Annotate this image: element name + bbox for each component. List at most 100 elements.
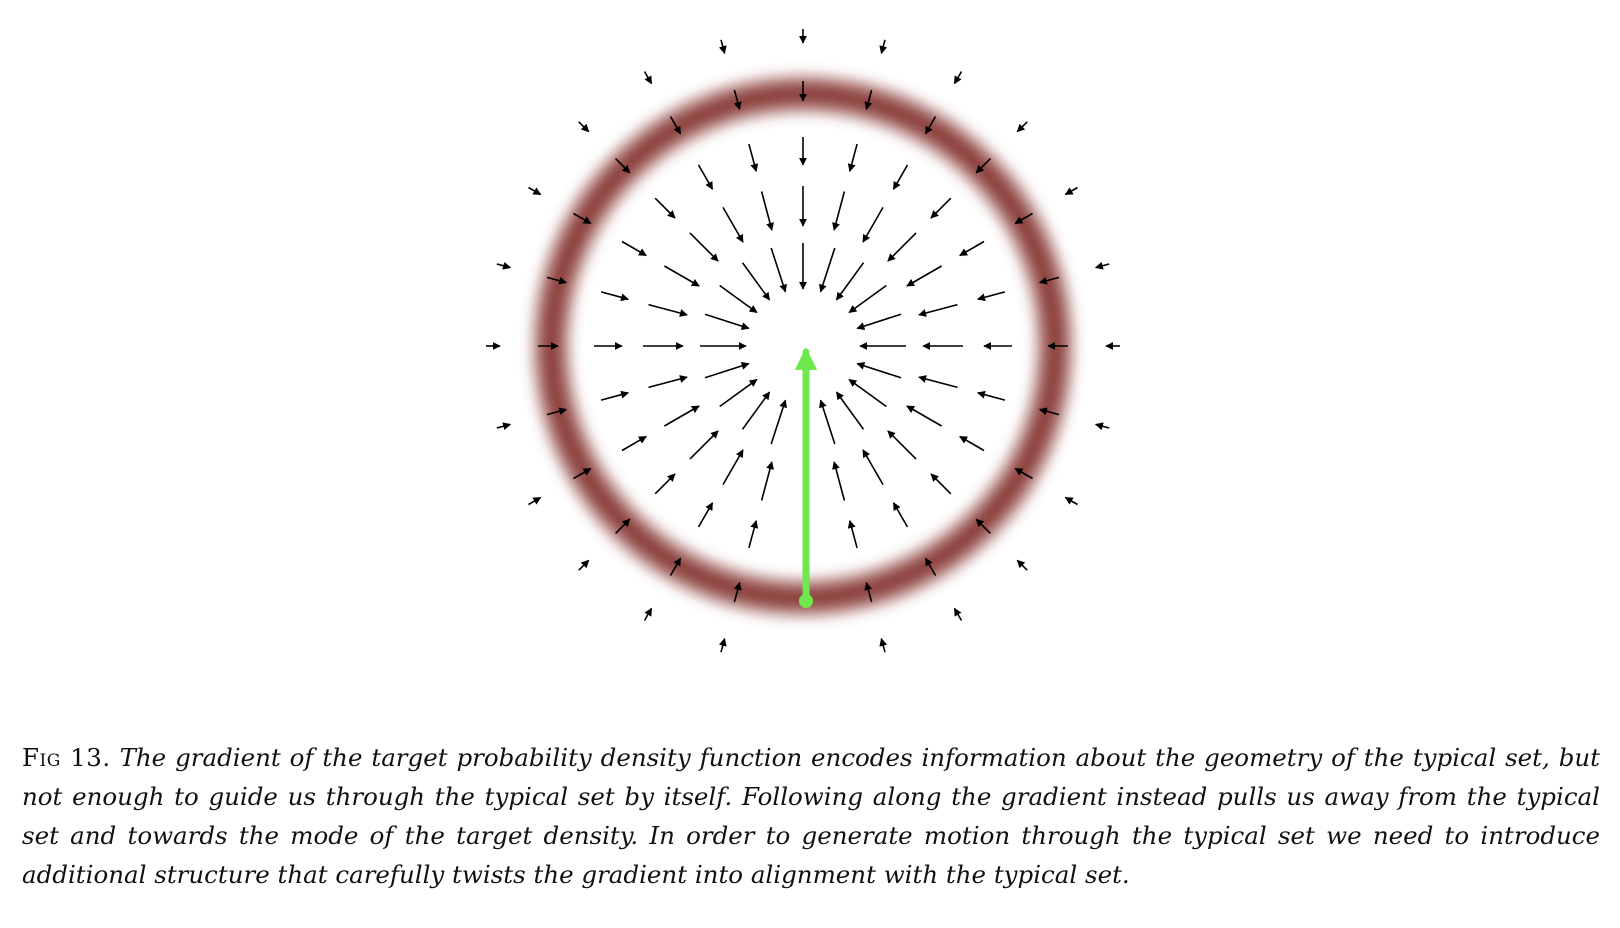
caption-text: The gradient of the target probability d… bbox=[22, 743, 1600, 889]
gradient-arrow bbox=[879, 637, 888, 653]
gradient-arrow bbox=[959, 240, 985, 257]
gradient-arrow bbox=[621, 435, 647, 452]
gradient-arrow bbox=[930, 197, 952, 219]
gradient-arrow bbox=[689, 232, 719, 262]
gradient-arrow bbox=[697, 502, 714, 528]
gradient-arrow bbox=[924, 557, 937, 576]
gradient-arrow bbox=[648, 375, 688, 389]
gradient-arrow bbox=[722, 449, 744, 485]
gradient-arrow bbox=[689, 430, 719, 460]
gradient-arrow bbox=[924, 116, 937, 135]
gradient-arrow bbox=[879, 39, 888, 55]
gradient-arrow bbox=[975, 518, 991, 534]
gradient-arrow bbox=[496, 261, 512, 270]
gradient-arrow bbox=[819, 247, 836, 293]
gradient-arrow bbox=[722, 207, 744, 243]
gradient-arrow bbox=[718, 637, 727, 653]
gradient-arrow bbox=[975, 158, 991, 174]
gradient-arrow bbox=[741, 262, 771, 301]
gradient-arrow bbox=[906, 405, 942, 427]
gradient-vector-field bbox=[486, 29, 1120, 653]
gradient-arrow bbox=[1014, 212, 1033, 225]
gradient-arrow bbox=[770, 399, 787, 445]
gradient-arrow bbox=[918, 303, 958, 317]
gradient-arrow bbox=[760, 191, 774, 231]
gradient-arrow bbox=[741, 391, 771, 430]
gradient-arrow bbox=[733, 581, 742, 603]
gradient-arrow bbox=[977, 291, 1006, 302]
gradient-arrow bbox=[835, 391, 865, 430]
gradient-arrow bbox=[718, 39, 727, 55]
gradient-arrow bbox=[643, 607, 653, 621]
gradient-arrow bbox=[648, 303, 688, 317]
gradient-arrow bbox=[748, 520, 759, 549]
gradient-arrow bbox=[1014, 467, 1033, 480]
gradient-arrow bbox=[654, 197, 676, 219]
gradient-arrow bbox=[669, 116, 682, 135]
gradient-arrow bbox=[847, 143, 858, 172]
gradient-arrow bbox=[848, 378, 887, 408]
gradient-arrow bbox=[600, 291, 629, 302]
gradient-arrow bbox=[496, 422, 512, 431]
gradient-arrow bbox=[977, 390, 1006, 401]
gradient-arrow bbox=[953, 71, 963, 85]
gradient-arrow bbox=[719, 378, 758, 408]
gradient-arrow bbox=[546, 407, 568, 416]
gradient-arrow bbox=[1094, 261, 1110, 270]
gradient-arrow bbox=[864, 581, 873, 603]
gradient-arrow bbox=[832, 191, 846, 231]
gradient-arrow bbox=[573, 212, 592, 225]
gradient-arrow bbox=[835, 262, 865, 301]
gradient-arrow bbox=[887, 232, 917, 262]
gradient-arrow bbox=[847, 520, 858, 549]
gradient-arrow bbox=[669, 557, 682, 576]
gradient-arrow bbox=[1016, 559, 1028, 571]
gradient-arrow bbox=[832, 461, 846, 501]
gradient-arrow bbox=[719, 284, 758, 314]
gradient-arrow bbox=[770, 247, 787, 293]
gradient-arrow bbox=[1064, 186, 1078, 196]
gradient-arrow bbox=[654, 473, 676, 495]
gradient-arrow bbox=[906, 265, 942, 287]
gradient-arrow bbox=[528, 496, 542, 506]
gradient-arrow bbox=[664, 405, 700, 427]
figure-caption: Fig 13. The gradient of the target proba… bbox=[22, 738, 1600, 894]
gradient-arrow bbox=[528, 186, 542, 196]
gradient-arrow bbox=[760, 461, 774, 501]
gradient-arrow bbox=[959, 435, 985, 452]
gradient-arrow bbox=[864, 89, 873, 111]
gradient-arrow bbox=[733, 89, 742, 111]
gradient-arrow bbox=[615, 518, 631, 534]
gradient-arrow bbox=[600, 390, 629, 401]
gradient-arrow bbox=[704, 313, 750, 330]
gradient-arrow bbox=[862, 449, 884, 485]
gradient-arrow bbox=[578, 121, 590, 133]
gradient-arrow bbox=[578, 559, 590, 571]
gradient-arrow bbox=[573, 467, 592, 480]
gradient-arrow bbox=[1016, 121, 1028, 133]
gradient-arrow bbox=[546, 276, 568, 285]
gradient-trajectory bbox=[794, 347, 818, 608]
gradient-arrow bbox=[704, 362, 750, 379]
gradient-arrow bbox=[918, 375, 958, 389]
gradient-arrow bbox=[748, 143, 759, 172]
figure-gradient-field bbox=[486, 29, 1120, 653]
gradient-arrow bbox=[856, 313, 902, 330]
gradient-arrow bbox=[848, 284, 887, 314]
gradient-arrow bbox=[1038, 276, 1060, 285]
gradient-arrow bbox=[856, 362, 902, 379]
gradient-arrow bbox=[615, 158, 631, 174]
gradient-arrow bbox=[819, 399, 836, 445]
gradient-arrow bbox=[664, 265, 700, 287]
gradient-arrow bbox=[930, 473, 952, 495]
gradient-arrow bbox=[1064, 496, 1078, 506]
gradient-arrow bbox=[887, 430, 917, 460]
gradient-arrow bbox=[621, 240, 647, 257]
gradient-arrow bbox=[1094, 422, 1110, 431]
gradient-arrow bbox=[892, 502, 909, 528]
figure-label: Fig 13. bbox=[22, 743, 111, 772]
gradient-arrow bbox=[953, 607, 963, 621]
gradient-arrow bbox=[1038, 407, 1060, 416]
gradient-arrow bbox=[643, 71, 653, 85]
gradient-arrow bbox=[862, 207, 884, 243]
